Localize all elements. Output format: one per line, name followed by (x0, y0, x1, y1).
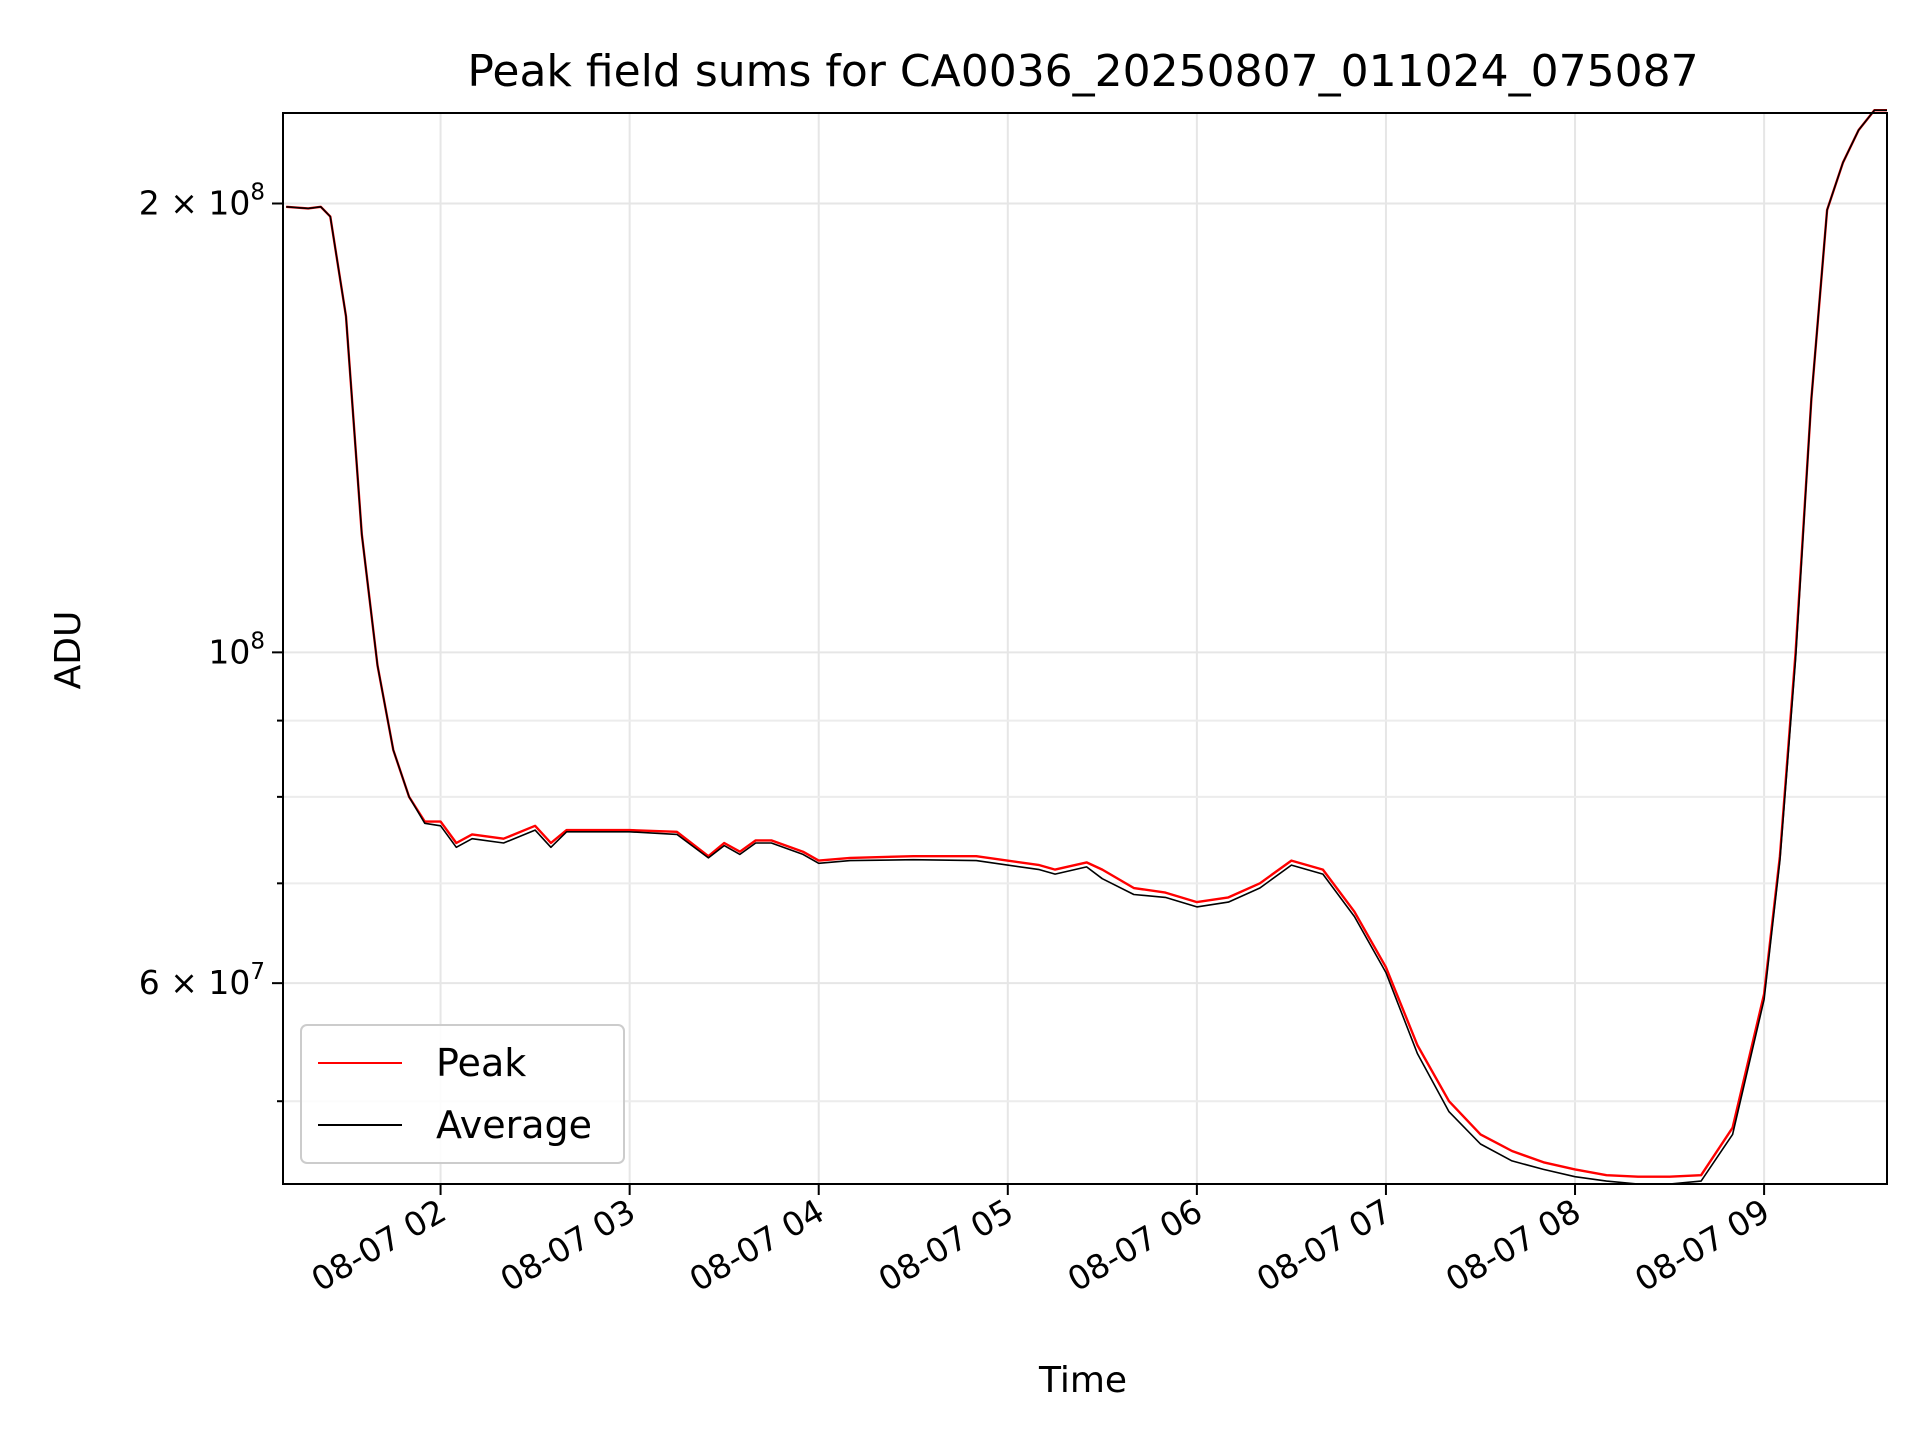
y-axis-label: ADU (48, 611, 89, 690)
legend-label-peak: Peak (436, 1041, 526, 1085)
series-line-peak (286, 109, 1887, 1178)
legend-label-average: Average (436, 1103, 592, 1147)
legend-box (300, 1024, 625, 1164)
y-tick-label: 108 (208, 628, 265, 671)
y-tick-label-base: 2 × 10 (139, 184, 251, 223)
y-tick-label-base: 6 × 10 (139, 963, 251, 1002)
chart-title: Peak field sums for CA0036_20250807_0110… (467, 46, 1698, 97)
legend: Peak Average (300, 1024, 625, 1164)
y-tick-label-exponent: 8 (250, 180, 265, 206)
series-layer (286, 109, 1887, 1185)
plot-frame (282, 112, 1888, 1185)
y-tick-label-base: 10 (208, 632, 250, 671)
y-tick-label-exponent: 8 (250, 628, 265, 654)
y-tick-label: 6 × 107 (139, 959, 265, 1002)
series-line-average (286, 109, 1887, 1185)
y-tick-label-exponent: 7 (250, 959, 265, 985)
grid (283, 113, 1887, 1184)
x-axis-label: Time (1038, 1360, 1127, 1401)
y-tick-label: 2 × 108 (139, 180, 265, 223)
